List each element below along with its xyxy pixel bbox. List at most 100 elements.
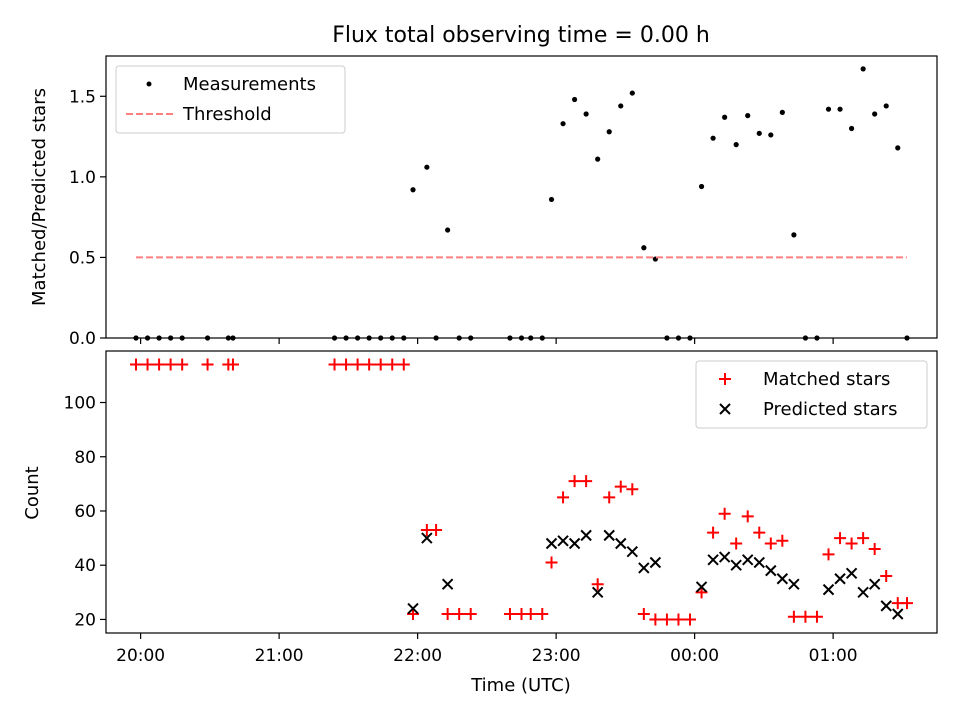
predicted-star-point — [638, 562, 650, 574]
measurement-point — [560, 121, 566, 127]
bottom-x-ticks: 20:00 21:00 22:00 23:00 00:00 01:00 — [116, 633, 858, 666]
top-y-tick-label: 1.0 — [69, 168, 96, 188]
top-y-tick-label: 0.5 — [69, 248, 96, 268]
matched-star-point — [614, 480, 627, 493]
matched-star-point — [787, 610, 800, 623]
bottom-x-axis-label: Time (UTC) — [470, 675, 571, 696]
matched-star-point — [201, 358, 214, 371]
bottom-x-tick-label: 21:00 — [255, 646, 304, 666]
matched-star-point — [868, 542, 881, 555]
measurement-point — [860, 66, 866, 72]
bottom-x-tick-label: 20:00 — [116, 646, 165, 666]
matched-star-point — [545, 556, 558, 569]
measurement-point — [802, 335, 809, 341]
matched-star-point — [649, 613, 662, 626]
matched-star-point — [363, 358, 376, 371]
predicted-star-point — [580, 529, 592, 542]
matched-star-point — [141, 358, 154, 371]
bottom-legend: Matched stars Predicted stars — [695, 360, 928, 429]
predicted-star-point — [845, 567, 858, 580]
predicted-star-point — [545, 537, 558, 550]
predicted-star-point — [742, 554, 754, 566]
measurement-point — [629, 90, 635, 96]
measurement-point — [779, 109, 785, 115]
matched-star-point — [176, 358, 189, 371]
matched-star-point — [453, 608, 466, 621]
predicted-star-point — [880, 600, 892, 612]
top-legend-box — [115, 65, 346, 134]
matched-star-point — [845, 537, 858, 550]
measurement-point — [571, 96, 578, 103]
predicted-star-point — [822, 583, 835, 596]
measurement-point — [528, 335, 534, 341]
predicted-star-point — [765, 564, 777, 577]
predicted-star-point — [857, 586, 869, 599]
measurement-point — [756, 130, 762, 136]
legend-threshold-label: Threshold — [182, 104, 272, 125]
predicted-star-point — [568, 537, 581, 550]
predicted-star-point — [421, 532, 433, 544]
measurement-point — [825, 106, 832, 112]
measurement-point — [895, 145, 901, 151]
measurement-point — [595, 156, 601, 162]
matched-star-point — [430, 523, 443, 536]
measurement-point — [518, 335, 525, 341]
measurement-point — [548, 196, 555, 203]
measurement-point — [389, 335, 395, 341]
measurement-point — [904, 335, 910, 341]
matched-star-point — [707, 526, 720, 539]
legend-predicted-stars-marker — [719, 403, 731, 415]
measurement-point — [366, 335, 372, 341]
matched-star-point — [660, 613, 673, 626]
predicted-star-point — [407, 602, 419, 615]
measurement-point — [733, 142, 739, 148]
measurement-point — [378, 335, 384, 341]
measurement-point — [745, 113, 751, 119]
measurement-point — [433, 335, 439, 341]
measurement-point — [872, 111, 878, 117]
figure-title: Flux total observing time = 0.00 h — [332, 23, 710, 48]
matched-star-point — [718, 507, 731, 520]
predicted-star-point — [892, 608, 904, 620]
matched-star-point — [684, 613, 697, 626]
matched-star-point — [730, 537, 743, 550]
measurement-point — [883, 103, 889, 109]
measurement-point — [618, 103, 624, 109]
matched-star-point — [351, 358, 364, 371]
bottom-y-tick-label: 40 — [74, 556, 96, 576]
measurement-point — [837, 106, 843, 112]
matched-star-point — [441, 608, 454, 621]
legend-matched-stars-label: Matched stars — [763, 369, 890, 390]
matched-star-point — [503, 608, 516, 621]
matched-star-point — [880, 570, 893, 583]
legend-matched-stars-marker — [719, 373, 731, 385]
matched-star-point — [580, 475, 593, 488]
top-panel: 0.0 0.5 1.0 1.5 Matched/Predicted stars Mea… — [29, 55, 938, 349]
predicted-star-point — [834, 573, 846, 585]
measurement-point — [814, 335, 820, 341]
bottom-x-tick-label: 23:00 — [532, 646, 581, 666]
measurement-point — [156, 335, 162, 341]
bottom-x-tick-label: 00:00 — [670, 646, 719, 666]
measurement-point — [641, 245, 647, 251]
matched-star-point — [568, 475, 581, 488]
matched-star-point — [695, 586, 708, 599]
measurement-point — [343, 335, 349, 341]
matched-star-point — [672, 613, 685, 626]
bottom-y-ticks: 20 40 60 80 100 — [64, 394, 106, 630]
measurement-point — [230, 335, 236, 341]
measurement-point — [698, 183, 705, 190]
matched-star-point — [153, 358, 166, 371]
measurement-point — [456, 335, 462, 341]
predicted-star-point — [730, 559, 742, 571]
top-legend: Measurements Threshold — [115, 65, 346, 134]
matched-star-point — [857, 532, 870, 545]
measurement-point — [445, 227, 451, 233]
predicted-star-point — [557, 535, 569, 547]
measurement-point — [539, 335, 545, 341]
measurement-point — [225, 335, 231, 341]
predicted-star-point — [707, 554, 719, 566]
measurement-point — [204, 335, 211, 341]
top-plot-area — [133, 66, 910, 341]
